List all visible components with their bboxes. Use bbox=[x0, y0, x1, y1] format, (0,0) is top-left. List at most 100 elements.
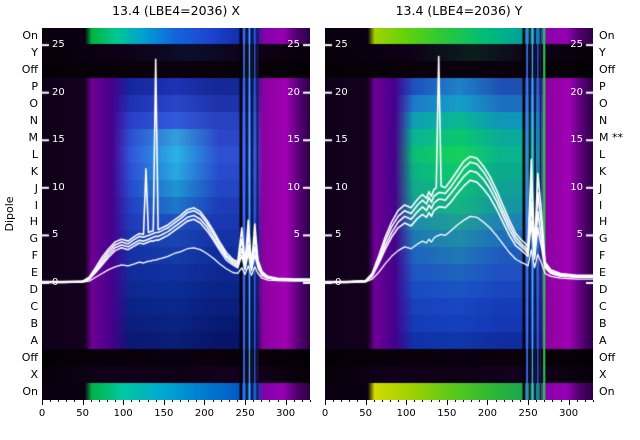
y-tick-label: 15 bbox=[570, 134, 583, 146]
x-minor-tick-mark bbox=[106, 400, 108, 402]
x-minor-tick-mark bbox=[584, 400, 586, 402]
dipole-row-label-right: M ** bbox=[599, 130, 623, 144]
dipole-row-label-left: Off bbox=[21, 350, 38, 364]
x-minor-tick-mark bbox=[438, 400, 440, 402]
dipole-row-label-right: H bbox=[599, 215, 608, 229]
x-minor-tick-mark bbox=[139, 400, 141, 402]
x-minor-tick-mark bbox=[171, 400, 173, 402]
dipole-row-label-right: Y bbox=[599, 46, 606, 60]
panel-x-title: 13.4 (LBE4=2036) X bbox=[112, 3, 240, 18]
x-minor-tick-mark bbox=[552, 400, 554, 402]
y-tick-label: 20 bbox=[335, 86, 348, 98]
x-minor-tick-mark bbox=[98, 400, 100, 402]
x-tick-label: 200 bbox=[194, 408, 214, 419]
dipole-row-label-left: D bbox=[29, 283, 38, 297]
dipole-row-label-right: B bbox=[599, 316, 607, 330]
dipole-row-label-left: G bbox=[29, 232, 38, 246]
dipole-row-label-right: P bbox=[599, 80, 606, 94]
x-minor-tick-mark bbox=[220, 400, 222, 402]
x-minor-tick-mark bbox=[430, 400, 432, 402]
y-tick-label: 10 bbox=[52, 181, 65, 193]
x-minor-tick-mark bbox=[503, 400, 505, 402]
dipole-row-label-right: Off bbox=[599, 63, 616, 77]
x-minor-tick-mark bbox=[269, 400, 271, 402]
x-minor-tick-mark bbox=[414, 400, 416, 402]
dipole-row-label-right: E bbox=[599, 266, 606, 280]
y-tick-label: 25 bbox=[287, 39, 300, 51]
dipole-row-label-right: I bbox=[599, 198, 603, 212]
panel-y-title: 13.4 (LBE4=2036) Y bbox=[395, 3, 523, 18]
x-minor-tick-mark bbox=[349, 400, 351, 402]
x-tick-mark bbox=[446, 400, 448, 405]
x-tick-label: 0 bbox=[321, 408, 329, 419]
dipole-row-label-left: B bbox=[30, 316, 38, 330]
x-minor-tick-mark bbox=[90, 400, 92, 402]
x-minor-tick-mark bbox=[301, 400, 303, 402]
x-minor-tick-mark bbox=[66, 400, 68, 402]
y-tick-label: 10 bbox=[335, 181, 348, 193]
x-minor-tick-mark bbox=[341, 400, 343, 402]
x-tick-mark bbox=[528, 400, 530, 405]
x-minor-tick-mark bbox=[228, 400, 230, 402]
dipole-row-label-right: J bbox=[599, 181, 603, 195]
x-minor-tick-mark bbox=[560, 400, 562, 402]
x-minor-tick-mark bbox=[536, 400, 538, 402]
y-tick-label: 0 bbox=[335, 276, 342, 288]
dipole-row-label-left: C bbox=[30, 300, 38, 313]
x-minor-tick-mark bbox=[74, 400, 76, 402]
x-minor-tick-mark bbox=[180, 400, 182, 402]
x-tick-label: 150 bbox=[437, 408, 457, 419]
x-tick-mark bbox=[163, 400, 165, 405]
x-tick-label: 300 bbox=[559, 408, 579, 419]
x-tick-mark bbox=[406, 400, 408, 405]
dipole-row-label-right: C bbox=[599, 300, 607, 313]
x-tick-label: 250 bbox=[518, 408, 538, 419]
x-minor-tick-mark bbox=[422, 400, 424, 402]
x-tick-mark bbox=[42, 400, 43, 405]
x-tick-mark bbox=[285, 400, 287, 405]
y-tick-label: 15 bbox=[335, 134, 348, 146]
x-minor-tick-mark bbox=[463, 400, 465, 402]
x-minor-tick-mark bbox=[333, 400, 335, 402]
x-minor-tick-mark bbox=[593, 400, 594, 402]
x-tick-label: 300 bbox=[276, 408, 296, 419]
dipole-row-label-right: F bbox=[599, 249, 606, 263]
dipole-row-label-right: A bbox=[599, 333, 607, 347]
dipole-row-label-left: Off bbox=[21, 63, 38, 77]
dipole-row-label-left: K bbox=[30, 164, 38, 178]
dipole-row-label-left: E bbox=[31, 266, 38, 280]
heatmap-canvas-x bbox=[42, 28, 310, 400]
dipole-row-label-right: X bbox=[599, 367, 607, 381]
y-tick-label: 15 bbox=[52, 134, 65, 146]
dipole-row-label-left: N bbox=[29, 114, 38, 127]
y-tick-label: 5 bbox=[52, 229, 59, 241]
y-tick-label: 25 bbox=[570, 39, 583, 51]
y-tick-label: 0 bbox=[52, 276, 59, 288]
x-minor-tick-mark bbox=[261, 400, 263, 402]
x-minor-tick-mark bbox=[188, 400, 190, 402]
x-tick-label: 200 bbox=[477, 408, 497, 419]
x-minor-tick-mark bbox=[58, 400, 60, 402]
dipole-row-label-right: Off bbox=[599, 350, 616, 364]
x-tick-mark bbox=[568, 400, 570, 405]
x-minor-tick-mark bbox=[373, 400, 375, 402]
x-tick-label: 100 bbox=[113, 408, 133, 419]
x-minor-tick-mark bbox=[155, 400, 157, 402]
x-minor-tick-mark bbox=[131, 400, 133, 402]
dipole-row-label-right: On bbox=[599, 384, 615, 398]
x-minor-tick-mark bbox=[277, 400, 279, 402]
heatmap-canvas-y bbox=[325, 28, 593, 400]
x-tick-label: 50 bbox=[76, 408, 89, 419]
dipole-row-label-left: A bbox=[30, 333, 38, 347]
x-minor-tick-mark bbox=[389, 400, 391, 402]
dipole-row-label-left: H bbox=[29, 215, 38, 229]
x-minor-tick-mark bbox=[519, 400, 521, 402]
x-minor-tick-mark bbox=[471, 400, 473, 402]
x-minor-tick-mark bbox=[253, 400, 255, 402]
x-minor-tick-mark bbox=[147, 400, 149, 402]
dipole-row-label-left: On bbox=[22, 384, 38, 398]
x-tick-mark bbox=[365, 400, 367, 405]
x-tick-mark bbox=[245, 400, 247, 405]
dipole-row-label-right: N bbox=[599, 114, 608, 127]
y-tick-label: 20 bbox=[52, 86, 65, 98]
